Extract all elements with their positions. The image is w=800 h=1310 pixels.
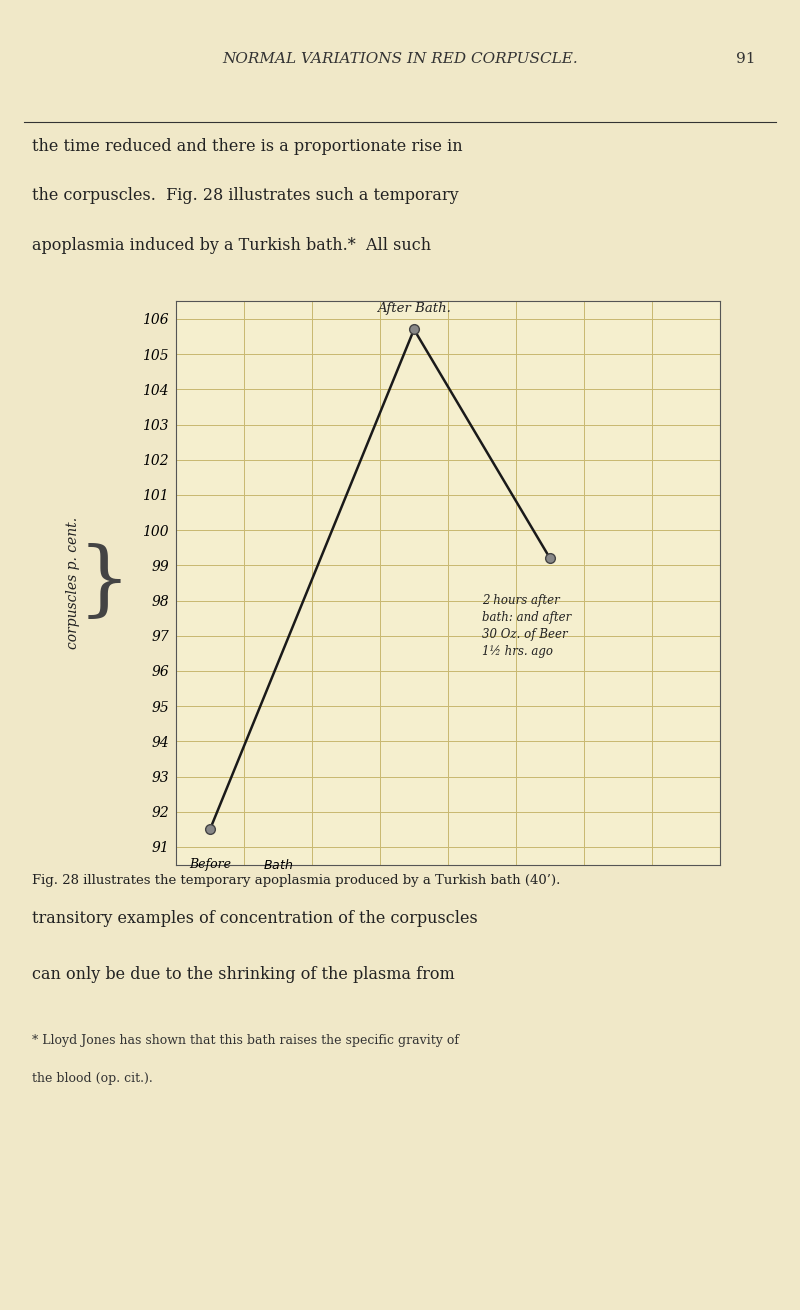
Text: }: }: [78, 542, 130, 624]
Text: After Bath.: After Bath.: [377, 303, 451, 316]
Text: transitory examples of concentration of the corpuscles: transitory examples of concentration of …: [32, 910, 478, 927]
Text: NORMAL VARIATIONS IN RED CORPUSCLE.: NORMAL VARIATIONS IN RED CORPUSCLE.: [222, 52, 578, 66]
Text: apoplasmia induced by a Turkish bath.*  All such: apoplasmia induced by a Turkish bath.* A…: [32, 237, 431, 254]
Text: $\mathit{Bath}$: $\mathit{Bath}$: [263, 858, 293, 871]
Text: 91: 91: [736, 52, 755, 66]
Text: the blood (op. cit.).: the blood (op. cit.).: [32, 1072, 153, 1085]
Text: Fig. 28 illustrates the temporary apoplasmia produced by a Turkish bath (40’).: Fig. 28 illustrates the temporary apopla…: [32, 874, 560, 887]
Text: the time reduced and there is a proportionate rise in: the time reduced and there is a proporti…: [32, 138, 462, 155]
Text: can only be due to the shrinking of the plasma from: can only be due to the shrinking of the …: [32, 967, 454, 982]
Text: * Lloyd Jones has shown that this bath raises the specific gravity of: * Lloyd Jones has shown that this bath r…: [32, 1035, 459, 1047]
Text: corpuscles p. cent.: corpuscles p. cent.: [66, 517, 80, 648]
Text: Before: Before: [189, 858, 231, 871]
Text: the corpuscles.  Fig. 28 illustrates such a temporary: the corpuscles. Fig. 28 illustrates such…: [32, 187, 458, 204]
Text: 2 hours after
bath: and after
30 Oz. of Beer
1½ hrs. ago: 2 hours after bath: and after 30 Oz. of …: [482, 593, 571, 658]
